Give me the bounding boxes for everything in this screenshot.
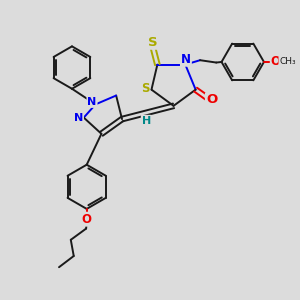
Text: N: N xyxy=(181,53,191,66)
Text: S: S xyxy=(141,82,149,95)
Text: O: O xyxy=(82,213,92,226)
Text: O: O xyxy=(271,56,281,68)
Text: H: H xyxy=(142,116,151,126)
Text: N: N xyxy=(87,97,97,107)
Text: O: O xyxy=(206,93,217,106)
Text: CH₃: CH₃ xyxy=(279,58,296,67)
Text: N: N xyxy=(74,112,83,123)
Text: S: S xyxy=(148,36,158,49)
